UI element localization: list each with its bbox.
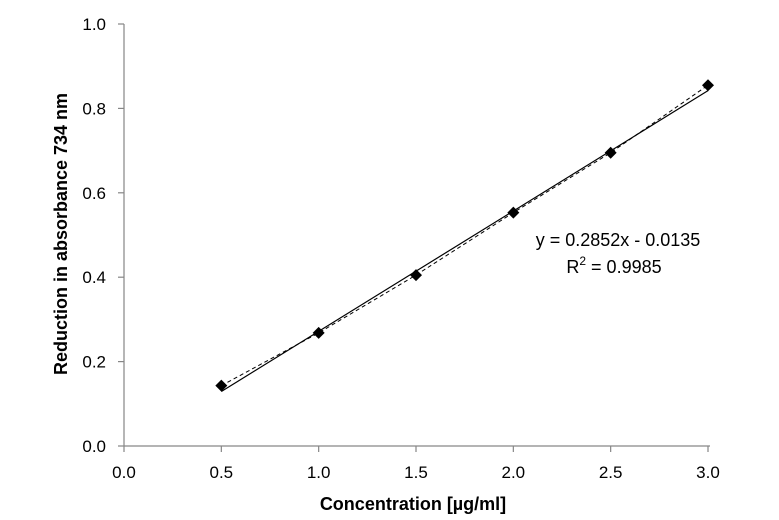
x-tick-label: 1.5 [404,463,428,482]
r-squared-superscript: 2 [579,254,586,268]
x-tick-label: 2.5 [599,463,623,482]
y-tick-label: 0.8 [82,99,106,118]
x-tick-label: 1.0 [307,463,331,482]
x-tick-label: 0.0 [112,463,136,482]
data-point-diamond [604,146,617,159]
x-tick-label: 2.0 [502,463,526,482]
linear-trendline [221,90,709,393]
data-point-diamond [410,269,422,282]
y-tick-label: 0.2 [82,353,106,372]
x-ticks-group: 0.0 0.5 1.0 1.5 2.0 2.5 3.0 [112,446,720,482]
y-ticks-group: 0.0 0.2 0.4 0.6 0.8 1.0 [82,15,124,456]
data-point-diamond [702,79,714,92]
data-points-group [215,79,714,392]
y-tick-label: 1.0 [82,15,106,34]
r-squared-label: R2 = 0.9985 [566,254,661,277]
y-axis-title: Reduction in absorbance 734 nm [51,93,71,375]
data-point-diamond [312,326,325,339]
y-tick-label: 0.6 [82,184,106,203]
y-tick-label: 0.0 [82,437,106,456]
x-tick-label: 3.0 [696,463,720,482]
data-point-diamond [507,206,520,219]
r-squared-prefix: R [566,257,579,277]
x-axis-title: Concentration [µg/ml] [320,494,506,514]
trendline-equation-label: y = 0.2852x - 0.0135 [536,230,701,250]
data-point-diamond [215,379,228,392]
trendline-group [221,90,709,393]
x-tick-label: 0.5 [210,463,234,482]
y-tick-label: 0.4 [82,268,106,287]
r-squared-value: = 0.9985 [586,257,662,277]
